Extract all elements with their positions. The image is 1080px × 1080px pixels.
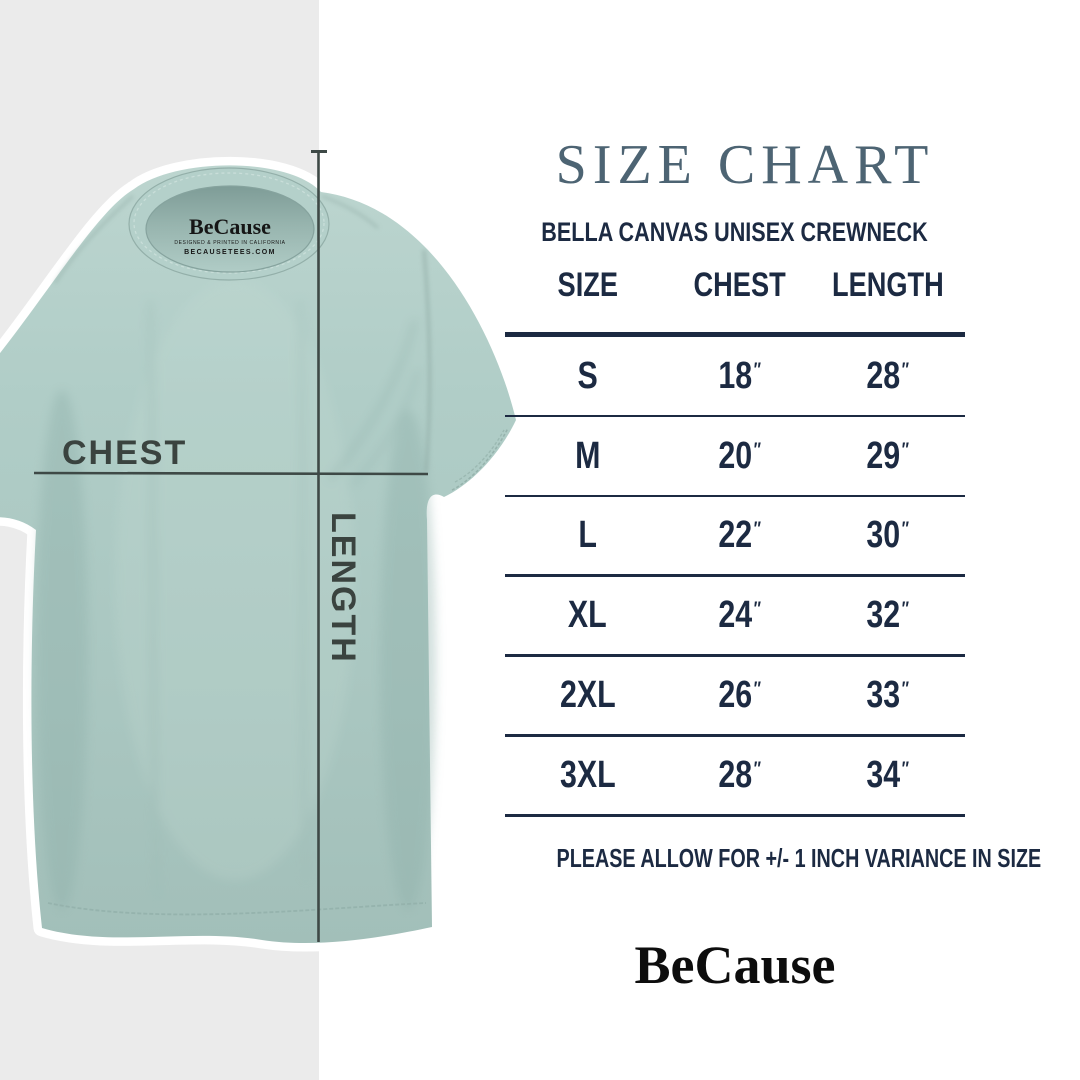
chest-value: 24″: [718, 594, 762, 636]
brand-logo: BeCause: [634, 935, 836, 995]
column-header-chest: CHEST: [670, 266, 810, 305]
size-table: S 18″ 28″ M 20″ 29″ L 22: [505, 332, 965, 817]
inch-mark: ″: [901, 679, 909, 701]
chest-value: 22″: [718, 514, 762, 556]
chest-cell: 26″: [670, 674, 810, 717]
column-header-length: LENGTH: [810, 266, 965, 305]
inch-mark: ″: [754, 439, 762, 461]
tshirt-body: BeCause DESIGNED & PRINTED IN CALIFORNIA…: [0, 156, 525, 952]
length-value: 30″: [866, 514, 909, 556]
collar-brand-text: BeCause: [189, 214, 271, 239]
collar: [128, 167, 330, 281]
chest-cell: 28″: [670, 754, 810, 797]
chest-value: 20″: [718, 434, 762, 477]
collar-tagline-text: DESIGNED & PRINTED IN CALIFORNIA: [174, 240, 285, 246]
length-value: 33″: [866, 674, 909, 716]
table-row: L 22″ 30″: [505, 497, 965, 577]
shoulder-seams: [54, 195, 432, 473]
chest-value: 26″: [718, 674, 762, 716]
size-value: S: [577, 354, 598, 397]
length-value: 34″: [866, 754, 909, 796]
table-row: 3XL 28″ 34″: [505, 737, 965, 817]
size-cell: 3XL: [505, 754, 670, 797]
size-value: M: [574, 434, 601, 477]
variance-note: PLEASE ALLOW FOR +/- 1 INCH VARIANCE IN …: [480, 843, 1042, 874]
chest-label: CHEST: [62, 434, 187, 472]
column-header-length-text: LENGTH: [831, 266, 944, 304]
length-cell: 33″: [810, 674, 965, 717]
length-label: LENGTH: [324, 512, 362, 664]
size-cell: L: [505, 514, 670, 557]
collar-label: BeCause DESIGNED & PRINTED IN CALIFORNIA…: [174, 214, 285, 256]
size-value: 3XL: [559, 754, 616, 796]
length-cell: 34″: [810, 754, 965, 797]
table-row: S 18″ 28″: [505, 337, 965, 417]
length-cell: 32″: [810, 594, 965, 637]
inch-mark: ″: [754, 759, 762, 781]
inch-mark: ″: [901, 439, 909, 461]
fabric-folds: [36, 280, 436, 910]
table-row: XL 24″ 32″: [505, 577, 965, 657]
size-cell: 2XL: [505, 674, 670, 717]
stitching: [47, 427, 509, 916]
length-value: 29″: [866, 434, 909, 477]
table-row: M 20″ 29″: [505, 417, 965, 497]
length-cell: 29″: [810, 435, 965, 478]
size-cell: M: [505, 435, 670, 478]
length-cell: 28″: [810, 355, 965, 398]
table-row: 2XL 26″ 33″: [505, 657, 965, 737]
inch-mark: ″: [754, 519, 762, 541]
variance-note-text: PLEASE ALLOW FOR +/- 1 INCH VARIANCE IN …: [556, 843, 1042, 873]
inch-mark: ″: [754, 599, 762, 621]
subtitle-text: BELLA CANVAS UNISEX CREWNECK: [541, 217, 929, 247]
chest-measure-line: [33, 471, 429, 476]
inch-mark: ″: [901, 359, 909, 381]
collar-website-text: BECAUSETEES.COM: [184, 249, 276, 256]
column-header-size-text: SIZE: [557, 266, 618, 304]
size-value: L: [578, 514, 597, 556]
chest-value: 28″: [718, 754, 762, 796]
table-header-row: SIZE CHEST LENGTH: [505, 266, 965, 305]
size-cell: XL: [505, 594, 670, 637]
chest-cell: 22″: [670, 514, 810, 557]
inch-mark: ″: [901, 759, 909, 781]
size-chart-title: SIZE CHART: [555, 134, 935, 196]
measurement-overlay: CHEST LENGTH: [33, 150, 429, 942]
inch-mark: ″: [901, 599, 909, 621]
chest-value: 18″: [718, 354, 762, 397]
inch-mark: ″: [754, 359, 762, 381]
tshirt-photo: BeCause DESIGNED & PRINTED IN CALIFORNIA…: [0, 150, 525, 952]
size-value: 2XL: [559, 674, 616, 716]
length-value: 32″: [866, 594, 909, 636]
column-header-chest-text: CHEST: [693, 266, 787, 304]
size-chart-subtitle: BELLA CANVAS UNISEX CREWNECK: [490, 217, 980, 248]
size-value: XL: [568, 594, 607, 636]
chest-cell: 18″: [670, 355, 810, 398]
inch-mark: ″: [901, 519, 909, 541]
length-cell: 30″: [810, 514, 965, 557]
chest-cell: 20″: [670, 435, 810, 478]
inch-mark: ″: [754, 679, 762, 701]
length-value: 28″: [866, 354, 909, 397]
chest-cell: 24″: [670, 594, 810, 637]
column-header-size: SIZE: [505, 266, 670, 305]
size-cell: S: [505, 355, 670, 398]
